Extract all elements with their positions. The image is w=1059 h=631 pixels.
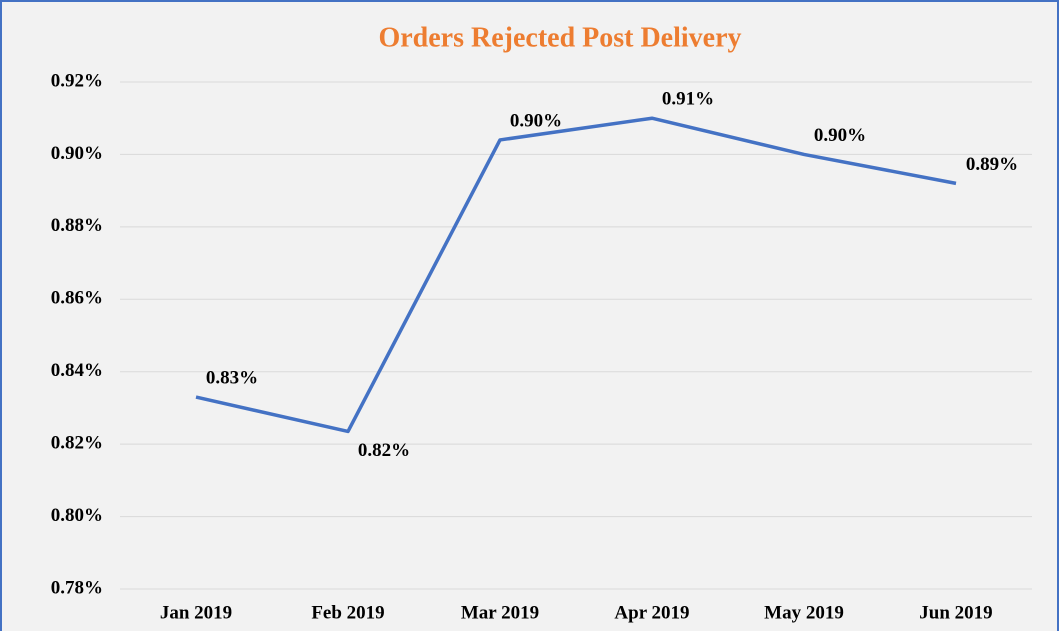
x-tick-label: Feb 2019 xyxy=(311,602,384,623)
y-tick-label: 0.84% xyxy=(51,360,103,381)
data-label: 0.91% xyxy=(662,89,714,110)
y-tick-label: 0.90% xyxy=(51,143,103,164)
data-label: 0.90% xyxy=(510,110,562,131)
data-label: 0.89% xyxy=(966,154,1018,175)
chart-title: Orders Rejected Post Delivery xyxy=(378,22,741,53)
y-tick-label: 0.78% xyxy=(51,577,103,598)
x-tick-label: Jun 2019 xyxy=(919,602,992,623)
x-tick-label: Apr 2019 xyxy=(614,602,689,623)
x-tick-label: Jan 2019 xyxy=(160,602,232,623)
y-tick-label: 0.80% xyxy=(51,505,103,526)
y-tick-label: 0.82% xyxy=(51,433,103,454)
y-tick-label: 0.88% xyxy=(51,215,103,236)
data-label: 0.90% xyxy=(814,125,866,146)
data-label: 0.82% xyxy=(358,440,410,461)
y-tick-label: 0.92% xyxy=(51,70,103,91)
x-tick-label: May 2019 xyxy=(764,602,844,623)
x-tick-label: Mar 2019 xyxy=(461,602,539,623)
data-label: 0.83% xyxy=(206,367,258,388)
line xyxy=(195,116,957,434)
y-tick-label: 0.86% xyxy=(51,288,103,309)
